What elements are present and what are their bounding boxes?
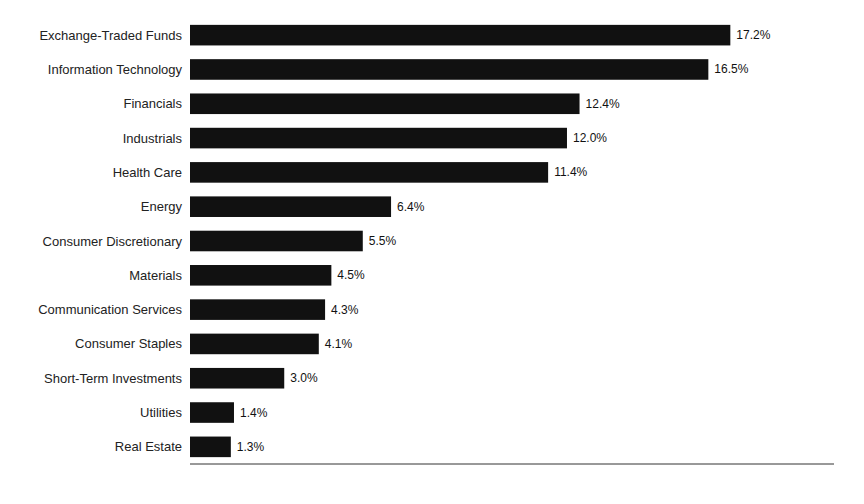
data-label: 17.2% — [736, 28, 770, 42]
bar — [190, 128, 567, 149]
data-label: 16.5% — [714, 62, 748, 76]
data-label: 1.4% — [240, 406, 268, 420]
y-tick-label: Real Estate — [115, 439, 182, 454]
y-tick-label: Financials — [123, 96, 182, 111]
bar — [190, 162, 548, 183]
bar — [190, 25, 730, 46]
data-label: 4.1% — [325, 337, 353, 351]
y-tick-label: Short-Term Investments — [44, 371, 182, 386]
y-axis: Real Estate Utilities Short-Term Investmen… — [38, 28, 182, 455]
x-axis — [190, 464, 834, 465]
y-tick-label: Communication Services — [38, 302, 182, 317]
y-tick-label: Energy — [141, 199, 183, 214]
data-label: 5.5% — [369, 234, 397, 248]
x-axis-line — [190, 464, 834, 465]
y-tick-label: Exchange-Traded Funds — [39, 28, 182, 43]
bar — [190, 59, 708, 80]
data-label: 12.0% — [573, 131, 607, 145]
bar — [190, 402, 234, 423]
y-tick-label: Health Care — [113, 165, 182, 180]
data-label: 11.4% — [554, 165, 587, 179]
y-tick-label: Consumer Discretionary — [43, 234, 183, 249]
y-tick-label: Consumer Staples — [75, 336, 182, 351]
bar — [190, 299, 325, 320]
data-labels: 1.3% 1.4% 3.0% 4.1% 4.3% 4.5% 5.5% 6.4% 11.4% 12.… — [237, 28, 771, 454]
data-label: 3.0% — [290, 371, 318, 385]
data-label: 6.4% — [397, 200, 425, 214]
bar — [190, 93, 580, 114]
data-label: 4.5% — [337, 268, 365, 282]
data-label: 1.3% — [237, 440, 265, 454]
bar — [190, 196, 391, 217]
y-tick-label: Information Technology — [48, 62, 183, 77]
bars — [190, 25, 730, 457]
y-tick-label: Materials — [129, 268, 182, 283]
y-tick-label: Utilities — [140, 405, 182, 420]
data-label: 4.3% — [331, 303, 359, 317]
bar — [190, 334, 319, 355]
bar — [190, 437, 231, 458]
chart-svg: Real Estate Utilities Short-Term Investmen… — [0, 0, 864, 504]
y-tick-label: Industrials — [123, 131, 183, 146]
bar — [190, 368, 284, 389]
data-label: 12.4% — [586, 97, 620, 111]
chart-container: Real Estate Utilities Short-Term Investmen… — [0, 0, 864, 504]
bar — [190, 231, 363, 252]
bar — [190, 265, 331, 286]
